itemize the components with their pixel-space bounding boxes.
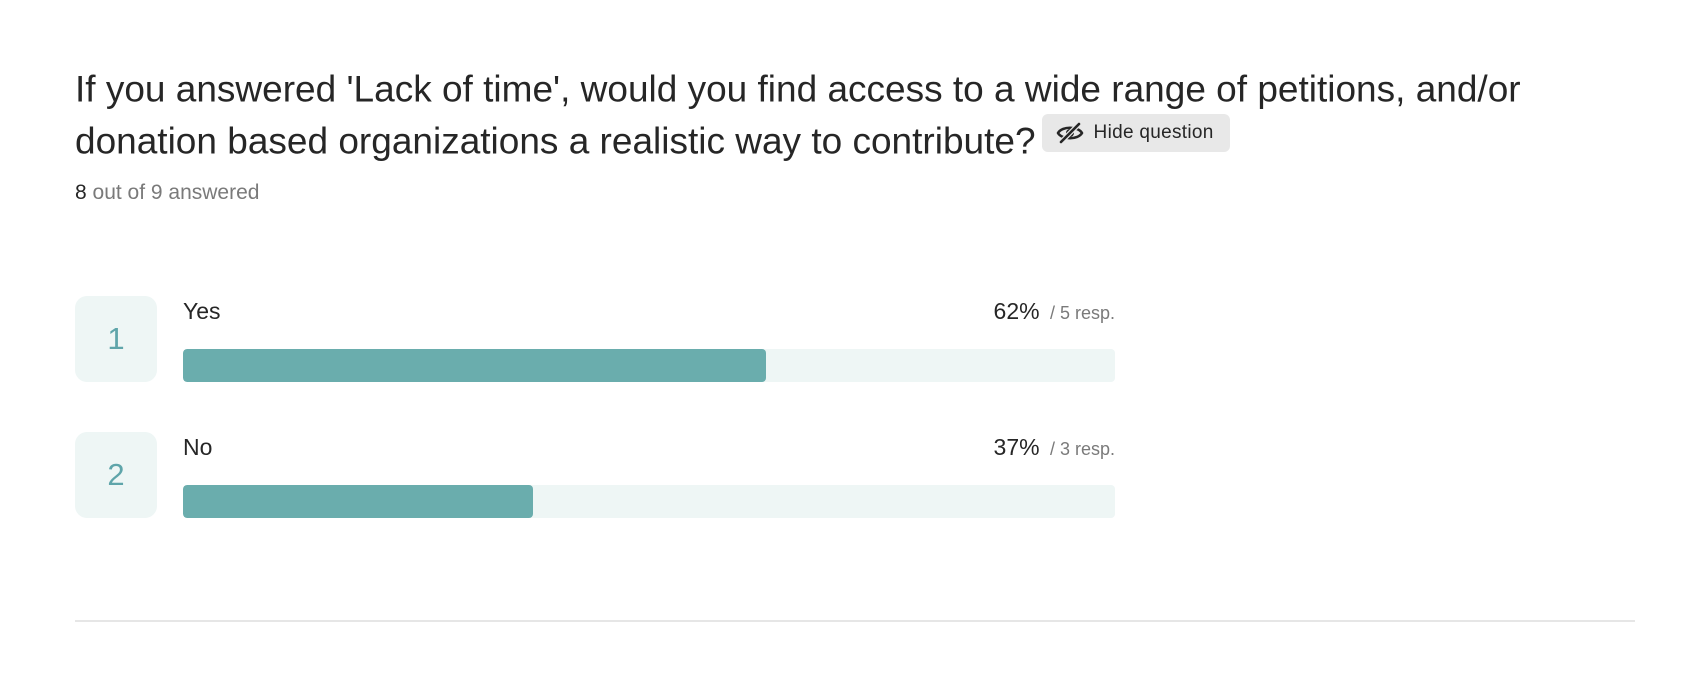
answered-suffix: out of 9 answered bbox=[86, 181, 260, 205]
option-percent: 62% bbox=[993, 298, 1040, 324]
option-bar-track bbox=[183, 349, 1115, 382]
answered-count: 8 bbox=[75, 181, 87, 205]
option-index-badge: 1 bbox=[75, 296, 157, 382]
option-label: No bbox=[183, 434, 213, 460]
eye-off-icon bbox=[1056, 121, 1084, 145]
question-header: If you answered 'Lack of time', would yo… bbox=[75, 62, 1635, 205]
option-responses: / 3 resp. bbox=[1049, 439, 1115, 459]
option-stats: 62% / 5 resp. bbox=[994, 298, 1115, 325]
option-percent: 37% bbox=[993, 434, 1040, 460]
option-bar-fill bbox=[183, 485, 533, 518]
hide-question-button[interactable]: Hide question bbox=[1041, 113, 1230, 152]
option-stats: 37% / 3 resp. bbox=[994, 434, 1115, 461]
question-title-text: If you answered 'Lack of time', would yo… bbox=[75, 68, 1521, 162]
option-bar-track bbox=[183, 485, 1115, 518]
option-row: 2 No 37% / 3 resp. bbox=[75, 432, 1115, 518]
option-responses: / 5 resp. bbox=[1049, 303, 1115, 323]
option-row: 1 Yes 62% / 5 resp. bbox=[75, 296, 1115, 382]
question-title: If you answered 'Lack of time', would yo… bbox=[75, 62, 1635, 165]
option-bar-fill bbox=[183, 349, 766, 382]
answered-summary: 8 out of 9 answered bbox=[75, 181, 1635, 205]
option-index-badge: 2 bbox=[75, 432, 157, 518]
answer-options: 1 Yes 62% / 5 resp. 2 No 37% / 3 resp. bbox=[75, 296, 1115, 568]
section-divider bbox=[75, 620, 1635, 622]
option-label: Yes bbox=[183, 298, 221, 324]
hide-question-label: Hide question bbox=[1093, 121, 1214, 143]
